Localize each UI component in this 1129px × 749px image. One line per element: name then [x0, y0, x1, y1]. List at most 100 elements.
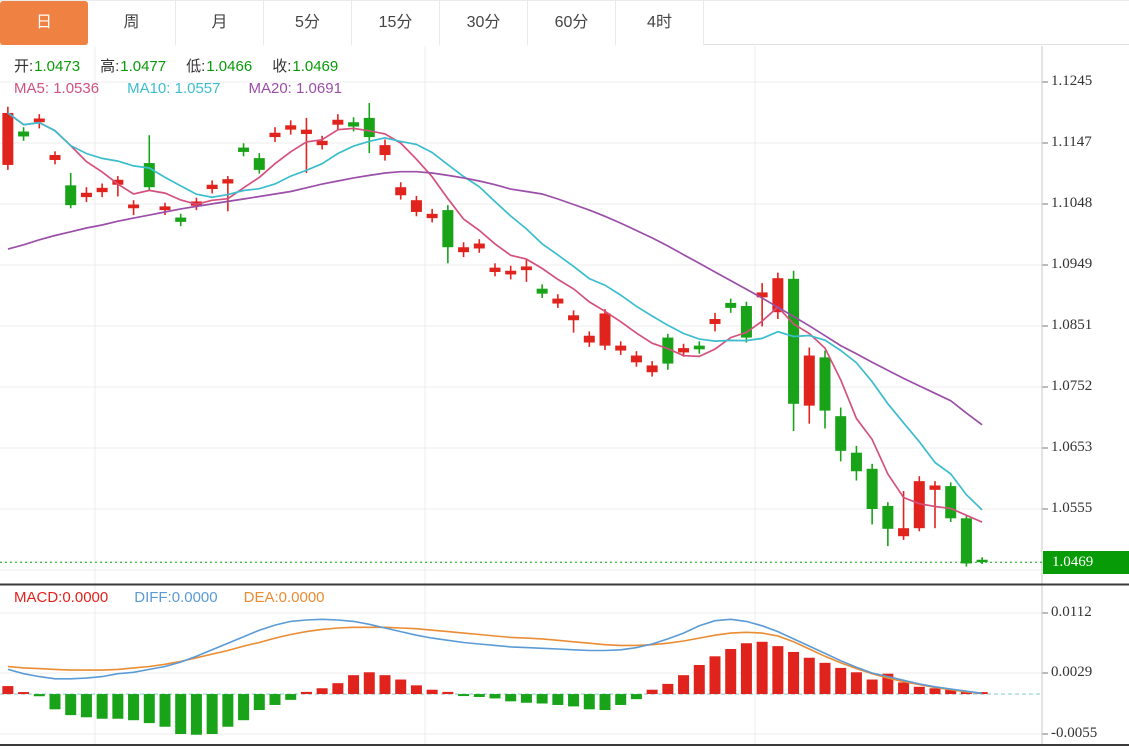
candle-body: [898, 528, 910, 537]
ma5-line: [7, 112, 983, 523]
tab-5min[interactable]: 5分: [264, 1, 352, 45]
tab-15min[interactable]: 15分: [352, 1, 440, 45]
candle-body: [505, 270, 517, 275]
candles-group: [2, 103, 988, 567]
candle-body: [2, 112, 14, 165]
tab-4hour[interactable]: 4时: [616, 1, 704, 45]
macd-bar: [709, 656, 721, 695]
candle-body: [599, 313, 611, 346]
candle-body: [80, 192, 92, 198]
candle-body: [709, 319, 721, 324]
macd-bar: [866, 679, 878, 695]
candle-body: [756, 292, 768, 298]
macd-bar: [662, 683, 674, 695]
macd-bar: [18, 692, 30, 695]
candle-body: [960, 518, 972, 564]
candle-body: [945, 486, 957, 519]
ma20-line: [7, 170, 983, 426]
high-value: 1.0477: [120, 58, 167, 75]
price-axis-tick-label: 1.0752: [1051, 378, 1093, 394]
panel-borders: [0, 46, 1129, 746]
macd-bar: [175, 694, 187, 734]
macd-bar: [473, 694, 485, 697]
tab-week[interactable]: 周: [88, 1, 176, 45]
macd-axis-tick-label: 0.0029: [1051, 664, 1093, 680]
macd-bar: [49, 694, 61, 710]
open-label: 开:: [14, 58, 34, 75]
ma10-readout: MA10: 1.0557: [127, 80, 221, 97]
macd-bar: [112, 694, 124, 719]
macd-bar: [693, 665, 705, 695]
candle-body: [33, 118, 45, 123]
macd-bar: [253, 694, 265, 711]
diff-value-readout: DIFF:0.0000: [134, 589, 218, 606]
macd-readout: MACD:0.0000 DIFF:0.0000 DEA:0.0000: [14, 589, 351, 606]
price-axis-tick-label: 1.0555: [1051, 500, 1093, 516]
macd-bar: [489, 694, 501, 699]
candle-body: [410, 200, 422, 212]
tab-30min[interactable]: 30分: [440, 1, 528, 45]
macd-bar: [426, 689, 438, 695]
candle-body: [976, 559, 988, 563]
candle-body: [615, 345, 627, 351]
candle-body: [222, 179, 234, 184]
candle-body: [300, 129, 312, 134]
macd-bar: [788, 651, 800, 695]
candle-body: [395, 187, 407, 196]
macd-bar: [945, 689, 957, 695]
current-price-value: 1.0469: [1052, 554, 1094, 571]
candle-body: [835, 416, 847, 451]
ma20-readout: MA20: 1.0691: [248, 80, 342, 97]
candle-body: [489, 267, 501, 272]
tab-60min[interactable]: 60分: [528, 1, 616, 45]
gridlines: [0, 46, 1048, 744]
candle-body: [143, 163, 155, 188]
candle-body: [175, 217, 187, 222]
macd-bar: [819, 662, 831, 695]
tab-month[interactable]: 月: [176, 1, 264, 45]
macd-bar: [410, 685, 422, 695]
candle-body: [803, 355, 815, 406]
macd-bar: [458, 694, 470, 697]
price-axis-tick-label: 1.0653: [1051, 439, 1093, 455]
dea-line: [7, 626, 983, 695]
candle-body: [379, 145, 391, 156]
candle-body: [819, 357, 831, 411]
candle-body: [913, 481, 925, 529]
price-axis-tick-label: 1.1048: [1051, 195, 1093, 211]
macd-bar: [725, 649, 737, 695]
macd-bar: [615, 694, 627, 705]
tab-day[interactable]: 日: [0, 1, 88, 45]
macd-bar: [269, 694, 281, 705]
macd-bar: [363, 672, 375, 695]
macd-bar: [2, 686, 14, 695]
dea-value-readout: DEA:0.0000: [243, 589, 325, 606]
macd-bar: [96, 694, 108, 719]
ma-readout: MA5: 1.0536 MA10: 1.0557 MA20: 1.0691: [14, 80, 370, 97]
candle-body: [583, 335, 595, 343]
macd-bar: [238, 694, 250, 721]
candle-body: [740, 306, 752, 338]
candle-body: [363, 117, 375, 138]
close-label: 收:: [272, 58, 292, 75]
macd-bar: [316, 688, 328, 695]
candle-body: [206, 184, 218, 190]
diff-line: [7, 618, 983, 695]
ma10-line: [7, 112, 983, 511]
macd-bar: [599, 694, 611, 711]
candle-body: [725, 302, 737, 308]
macd-bar: [583, 694, 595, 710]
macd-bar: [882, 673, 894, 695]
macd-bar: [850, 672, 862, 695]
macd-bar: [678, 675, 690, 695]
macd-bar: [159, 694, 171, 727]
low-label: 低:: [186, 58, 206, 75]
macd-bar: [552, 694, 564, 705]
candle-body: [552, 298, 564, 304]
candle-body: [788, 278, 800, 404]
ohlc-readout: 开:1.0473 高:1.0477 低:1.0466 收:1.0469: [14, 55, 358, 76]
macd-bar: [379, 675, 391, 695]
macd-bar: [976, 692, 988, 695]
